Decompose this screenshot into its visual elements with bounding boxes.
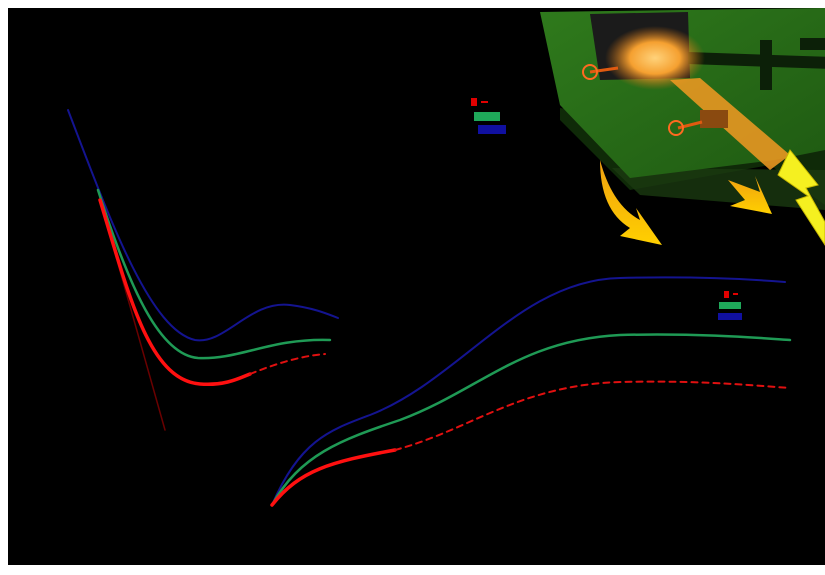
right-curves: [270, 276, 792, 507]
left-curves: [67, 109, 339, 431]
device-render: [540, 8, 825, 246]
legend-icon: [718, 291, 742, 320]
legend-icon: [471, 98, 506, 134]
